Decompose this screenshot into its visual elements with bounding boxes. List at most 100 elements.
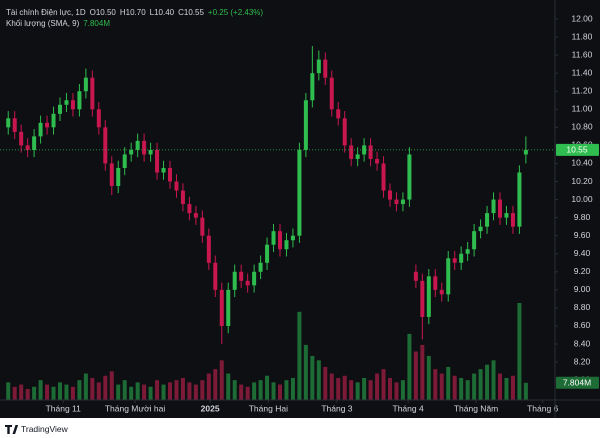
volume-bar xyxy=(64,384,69,400)
plot: 8.008.208.408.608.809.009.209.409.609.80… xyxy=(0,13,593,413)
candle-body xyxy=(25,145,30,150)
candle-body xyxy=(472,231,477,250)
volume-bar xyxy=(122,380,127,400)
candle-body xyxy=(252,271,257,286)
volume-bar xyxy=(200,380,205,400)
candle-body xyxy=(485,213,490,227)
volume-bar xyxy=(103,375,108,400)
volume-bar xyxy=(381,369,386,400)
volume-bar xyxy=(12,386,17,400)
candle-body xyxy=(459,253,464,263)
x-tick-label: Tháng 6 xyxy=(527,403,558,413)
volume-bar xyxy=(387,377,393,400)
last-price-box xyxy=(556,143,599,156)
volume-bar xyxy=(135,382,140,400)
ohlc-value: H10.70 xyxy=(120,8,146,17)
candle-body xyxy=(478,226,483,232)
candle-body xyxy=(122,154,127,168)
y-tick-label: 8.60 xyxy=(574,320,591,330)
candle-body xyxy=(258,262,263,272)
volume-label: 7.804M xyxy=(563,378,591,388)
change: +0.25 (+2.43%) xyxy=(208,8,263,17)
volume-bar xyxy=(452,375,457,400)
volume-bar xyxy=(219,360,224,400)
candle-body xyxy=(452,258,457,263)
candle-body xyxy=(161,167,166,173)
volume-bar xyxy=(45,384,50,400)
candle-body xyxy=(19,131,24,146)
volume-bar xyxy=(504,377,509,400)
last-price-label: 10.55 xyxy=(566,145,588,155)
volume-bar xyxy=(232,380,237,400)
volume-bar xyxy=(19,384,24,400)
candle-body xyxy=(57,104,63,114)
volume-bar xyxy=(142,384,147,400)
y-tick-label: 10.80 xyxy=(571,122,593,132)
volume-bar xyxy=(187,382,192,400)
candle-body xyxy=(155,149,160,173)
volume-bar xyxy=(161,384,166,400)
ohlc-value: O10.50 xyxy=(90,8,117,17)
candle-body xyxy=(284,240,289,250)
candle-body xyxy=(116,167,121,187)
volume-bar xyxy=(368,380,373,400)
volume-bar xyxy=(349,380,354,400)
candle-body xyxy=(497,199,503,218)
candle-body xyxy=(349,145,354,159)
candle-body xyxy=(510,213,515,227)
candle-body xyxy=(32,136,37,150)
volume-bar xyxy=(433,369,438,400)
volume-bar xyxy=(336,377,341,400)
volume-bar xyxy=(472,373,477,400)
x-tick-label: Tháng 4 xyxy=(393,403,424,413)
volume-bar xyxy=(426,355,431,400)
volume-bar xyxy=(77,380,82,400)
volume-bar xyxy=(83,373,88,400)
candle-body xyxy=(96,109,101,128)
candle-body xyxy=(439,289,444,295)
volume-title: Khối lượng (SMA, 9) xyxy=(6,19,80,28)
candle-body xyxy=(12,118,17,132)
candle-body xyxy=(213,262,218,290)
y-tick-label: 11.40 xyxy=(572,67,593,77)
volume-bar xyxy=(459,377,464,400)
candle-body xyxy=(70,100,75,110)
candle-body xyxy=(310,73,315,101)
candle-body xyxy=(323,59,328,78)
y-tick-label: 9.60 xyxy=(574,230,591,240)
volume-bar xyxy=(329,373,334,400)
candle-body xyxy=(329,77,334,110)
brand: TradingView xyxy=(21,424,69,434)
x-tick-label: Tháng Hai xyxy=(249,403,288,413)
y-tick-label: 9.80 xyxy=(574,212,591,222)
y-tick-label: 10.40 xyxy=(571,158,593,168)
symbol-title: Tài chính Điện lực, 1D xyxy=(6,8,86,17)
y-tick-label: 10.20 xyxy=(571,176,593,186)
ohlc-value: C10.55 xyxy=(178,8,204,17)
volume-bar xyxy=(206,373,211,400)
volume-bar xyxy=(57,382,63,400)
y-tick-label: 10.00 xyxy=(571,194,593,204)
candle-body xyxy=(277,231,283,250)
y-tick-label: 9.40 xyxy=(574,248,591,258)
y-tick-label: 11.20 xyxy=(572,85,593,95)
candle-body xyxy=(387,190,393,200)
candle-body xyxy=(336,109,341,119)
candle-body xyxy=(355,154,360,159)
candle-body xyxy=(465,249,470,254)
volume-bar xyxy=(407,333,412,400)
volume-bar xyxy=(375,373,380,400)
volume-bar xyxy=(355,382,360,400)
candle-body xyxy=(433,276,438,290)
candle-body xyxy=(90,77,95,110)
volume-bar xyxy=(265,375,270,400)
volume-bar xyxy=(284,380,289,400)
volume-bar xyxy=(155,380,160,400)
volume-bar xyxy=(271,382,276,400)
candle-body xyxy=(148,149,153,155)
volume-bar xyxy=(446,366,451,400)
candle-body xyxy=(77,91,82,110)
x-tick-label: Tháng 3 xyxy=(321,403,352,413)
volume-value: 7.804M xyxy=(83,19,110,28)
volume-bar xyxy=(394,382,399,400)
